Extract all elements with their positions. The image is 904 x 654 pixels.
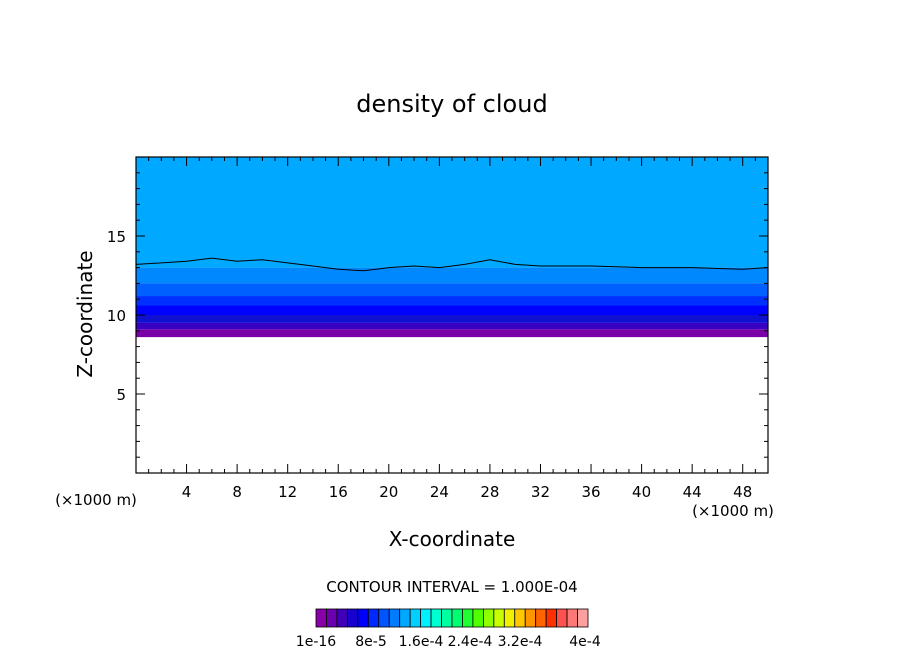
cloud-layer-3 xyxy=(136,315,768,323)
x-tick-label: 36 xyxy=(581,483,600,501)
colorbar-swatch xyxy=(535,608,547,628)
cloud-layer-4 xyxy=(136,305,768,315)
x-unit-label-right: (×1000 m) xyxy=(692,502,774,520)
colorbar-swatch xyxy=(441,608,453,628)
cloud-layer-8 xyxy=(136,157,768,268)
y-tick-label: 10 xyxy=(107,307,126,325)
plot-area xyxy=(135,157,769,338)
x-tick-label: 32 xyxy=(531,483,550,501)
cloud-layer-7 xyxy=(136,267,768,284)
colorbar-labels: 1e-16 8e-5 1.6e-4 2.4e-4 3.2e-4 4e-4 xyxy=(296,634,601,650)
colorbar-swatch xyxy=(566,608,578,628)
x-tick-label: 48 xyxy=(733,483,752,501)
colorbar-label: 4e-4 xyxy=(569,634,601,650)
colorbar-label: 1.6e-4 xyxy=(399,634,444,650)
colorbar-swatch xyxy=(451,608,463,628)
x-axis-label: X-coordinate xyxy=(389,527,516,551)
colorbar-swatch xyxy=(326,608,338,628)
colorbar-label: 3.2e-4 xyxy=(498,634,543,650)
x-unit-label-left: (×1000 m) xyxy=(55,491,137,509)
x-tick-label: 24 xyxy=(430,483,449,501)
colorbar-swatch xyxy=(336,608,348,628)
colorbar-label: 8e-5 xyxy=(355,634,386,650)
cloud-layer-2 xyxy=(136,322,768,330)
colorbar-swatch xyxy=(503,608,516,628)
y-axis-label: Z-coordinate xyxy=(73,250,97,377)
colorbar-swatch xyxy=(399,608,411,628)
colorbar-swatch xyxy=(514,608,526,628)
contour-interval-label: CONTOUR INTERVAL = 1.000E-04 xyxy=(326,578,577,596)
colorbar-label: 2.4e-4 xyxy=(448,634,493,650)
colorbar-swatch xyxy=(577,608,589,628)
y-tick-label: 15 xyxy=(107,228,126,246)
colorbar-swatch xyxy=(493,608,505,628)
colorbar-swatch xyxy=(357,608,369,628)
cloud-layer-1 xyxy=(136,329,768,338)
x-tick-label: 20 xyxy=(379,483,398,501)
cloud-layer-5 xyxy=(136,296,768,306)
x-tick-label: 4 xyxy=(182,483,192,501)
colorbar-swatch xyxy=(346,608,359,628)
colorbar-swatch xyxy=(472,608,484,628)
colorbar xyxy=(315,608,589,628)
colorbar-swatch xyxy=(315,608,327,628)
colorbar-swatch xyxy=(409,608,422,628)
colorbar-swatch xyxy=(367,608,380,628)
contour-line xyxy=(135,257,769,272)
colorbar-label: 1e-16 xyxy=(296,634,336,650)
x-tick-label: 12 xyxy=(278,483,297,501)
colorbar-swatch xyxy=(556,608,568,628)
colorbar-swatch xyxy=(524,608,537,628)
colorbar-swatch xyxy=(420,608,432,628)
x-tick-label: 28 xyxy=(480,483,499,501)
colorbar-swatch xyxy=(430,608,442,628)
chart-title: density of cloud xyxy=(356,90,547,118)
x-tick-label: 8 xyxy=(232,483,242,501)
x-tick-label: 40 xyxy=(632,483,651,501)
colorbar-swatch xyxy=(482,608,495,628)
colorbar-swatch xyxy=(545,608,558,628)
colorbar-swatch xyxy=(388,608,401,628)
cloud-layer-6 xyxy=(136,283,768,297)
y-tick-label: 5 xyxy=(116,386,126,404)
x-tick-label: 44 xyxy=(683,483,702,501)
colorbar-swatch xyxy=(462,608,474,628)
x-tick-label: 16 xyxy=(329,483,348,501)
colorbar-swatch xyxy=(378,608,390,628)
